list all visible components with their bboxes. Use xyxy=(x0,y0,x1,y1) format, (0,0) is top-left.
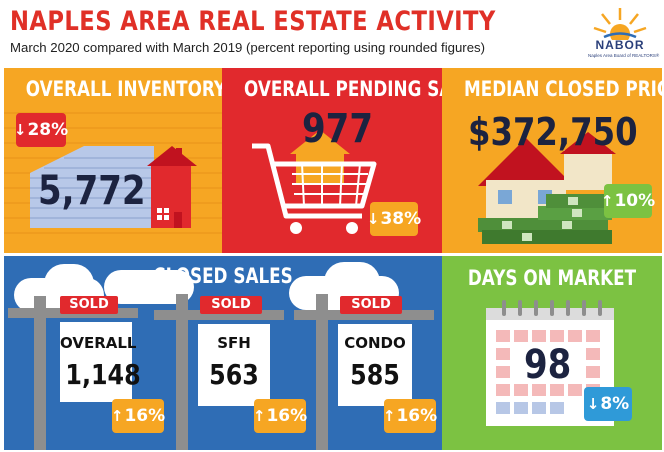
price-change-badge: ↑ 10% xyxy=(600,184,656,218)
days-on-market-panel: DAYS ON MARKET 98 ↓ 8% xyxy=(442,256,662,450)
price-change: 10% xyxy=(614,191,656,211)
up-arrow-icon: ↑ xyxy=(600,192,614,210)
condo-board: CONDO 585 xyxy=(338,324,412,406)
sold-sign: SOLD xyxy=(200,296,262,314)
sign-post xyxy=(316,294,328,450)
down-arrow-icon: ↓ xyxy=(366,210,380,228)
logo-text: NABOR xyxy=(595,38,645,52)
sign-post xyxy=(34,296,46,450)
page-title: NAPLES AREA REAL ESTATE ACTIVITY xyxy=(10,6,496,37)
shopping-cart-icon xyxy=(252,130,377,234)
condo-label: CONDO xyxy=(344,334,406,352)
sfh-change: 16% xyxy=(266,406,308,426)
header: NAPLES AREA REAL ESTATE ACTIVITY March 2… xyxy=(0,0,664,66)
closed-sales-panel: CLOSED SALES SOLD OVERALL 1,148 ↑ 16% SO… xyxy=(4,256,442,450)
sun-logo-icon xyxy=(593,8,647,44)
inventory-title: OVERALL INVENTORY xyxy=(25,77,222,101)
inventory-background xyxy=(4,112,222,234)
pending-panel: OVERALL PENDING SALES 977 ↓ 38% xyxy=(222,68,442,253)
dom-title: DAYS ON MARKET xyxy=(467,266,637,290)
overall-change: 16% xyxy=(124,406,166,426)
sfh-change-badge: ↑ 16% xyxy=(252,399,308,433)
overall-value: 1,148 xyxy=(65,358,141,391)
overall-board: OVERALL 1,148 xyxy=(60,322,141,402)
dom-change: 8% xyxy=(600,394,630,414)
nabor-logo: NABOR Naples Area Board of REALTORS® xyxy=(588,4,660,62)
inventory-value: 5,772 xyxy=(38,168,146,214)
page-subtitle: March 2020 compared with March 2019 (per… xyxy=(10,40,486,55)
house-money-icon xyxy=(478,132,616,244)
sfh-label: SFH xyxy=(217,334,251,352)
dom-change-badge: ↓ 8% xyxy=(584,387,632,421)
pending-change: 38% xyxy=(380,209,422,229)
pending-title: OVERALL PENDING SALES xyxy=(244,77,442,101)
condo-change: 16% xyxy=(396,406,438,426)
pending-change-badge: ↓ 38% xyxy=(366,202,422,236)
logo-subtext: Naples Area Board of REALTORS® xyxy=(588,53,660,58)
sign-crossbar xyxy=(154,310,284,320)
sold-sign: SOLD xyxy=(340,296,402,314)
condo-change-badge: ↑ 16% xyxy=(382,399,438,433)
price-title: MEDIAN CLOSED PRICE xyxy=(464,77,662,101)
up-arrow-icon: ↑ xyxy=(382,407,396,425)
house-icon xyxy=(147,146,197,228)
sold-sign: SOLD xyxy=(60,296,118,314)
condo-value: 585 xyxy=(350,358,400,391)
sign-crossbar xyxy=(294,310,434,320)
up-arrow-icon: ↑ xyxy=(110,407,124,425)
closed-sales-title: CLOSED SALES xyxy=(153,264,293,288)
price-value: $372,750 xyxy=(468,110,638,154)
price-panel: MEDIAN CLOSED PRICE $372,750 ↑ 10% xyxy=(442,68,662,253)
sign-post xyxy=(176,294,188,450)
overall-change-badge: ↑ 16% xyxy=(110,399,166,433)
inventory-panel: OVERALL INVENTORY ↓ 28% 5,772 xyxy=(4,68,222,253)
sfh-value: 563 xyxy=(209,358,259,391)
cloud-shape xyxy=(324,262,380,302)
inventory-change: 28% xyxy=(27,120,69,140)
overall-label: OVERALL xyxy=(60,334,137,352)
inventory-change-badge: ↓ 28% xyxy=(13,113,69,147)
dom-value: 98 xyxy=(524,342,572,388)
up-arrow-icon: ↑ xyxy=(252,407,266,425)
pending-value: 977 xyxy=(302,106,373,152)
down-arrow-icon: ↓ xyxy=(13,121,27,139)
down-arrow-icon: ↓ xyxy=(586,395,600,413)
sfh-board: SFH 563 xyxy=(198,324,270,406)
